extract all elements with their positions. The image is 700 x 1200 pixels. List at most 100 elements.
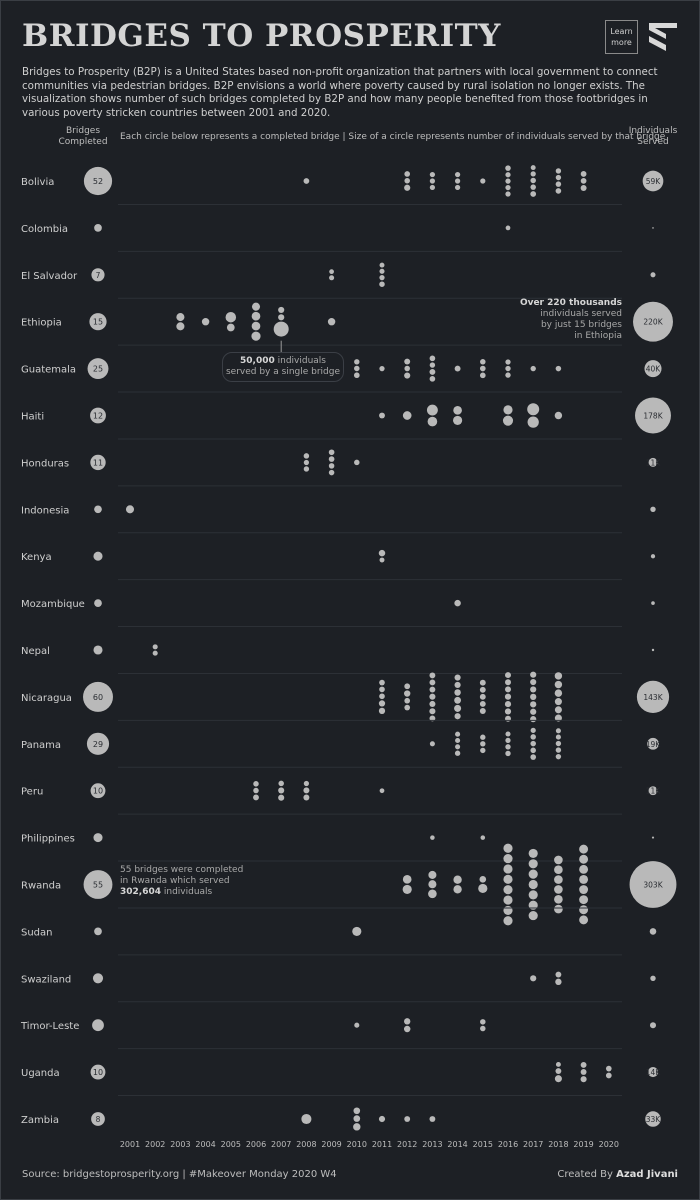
bridge-circle-rwanda-2013-2	[428, 889, 437, 899]
bridge-circle-guatemala-2012-1	[404, 365, 410, 372]
served-total-circle-panama	[647, 737, 659, 750]
bridge-circle-rwanda-2016-7	[503, 916, 513, 926]
bridge-circle-nicaragua-2011-4	[378, 707, 386, 715]
bridge-circle-honduras-2010-0	[354, 459, 360, 466]
bridge-circle-panama-2016-1	[505, 737, 511, 743]
individuals-served-header: Individuals Served	[628, 126, 678, 147]
bridge-circle-guatemala-2012-0	[404, 358, 411, 365]
bridge-circle-haiti-2016-0	[503, 405, 513, 415]
served-total-circle-kenya	[650, 554, 656, 559]
bridge-circle-panama-2018-4	[555, 753, 562, 760]
country-label-indonesia: Indonesia	[21, 505, 69, 516]
bridge-circle-el-salvador-2011-3	[379, 281, 385, 287]
bridge-circle-honduras-2009-3	[328, 469, 335, 476]
bridge-circle-guatemala-2015-0	[480, 359, 486, 365]
bridge-circle-haiti-2013-0	[426, 404, 438, 416]
bridge-circle-peru-2007-2	[278, 794, 285, 801]
bridge-circle-peru-2008-1	[303, 787, 310, 794]
bridge-circle-nicaragua-2012-0	[404, 683, 411, 690]
bridge-circle-zambia-2010-1	[353, 1115, 361, 1122]
bridge-circle-panama-2017-4	[530, 754, 537, 760]
bridge-circle-rwanda-2013-0	[428, 870, 437, 879]
bridge-circle-panama-2016-3	[505, 750, 511, 757]
bridge-circle-nicaragua-2011-3	[378, 700, 386, 707]
served-total-label-peru: 11K	[646, 787, 662, 796]
bridge-circle-guatemala-2013-0	[429, 355, 436, 362]
footer-credit-name: Azad Jivani	[616, 1169, 678, 1180]
bridge-circle-nicaragua-2017-6	[530, 716, 537, 723]
country-label-timor-leste: Timor-Leste	[20, 1021, 79, 1032]
bridge-circle-rwanda-2015-0	[479, 876, 487, 883]
served-total-circle-timor-leste	[649, 1022, 657, 1029]
footer-source: Source: bridgestoprosperity.org | #Makeo…	[22, 1169, 337, 1180]
country-label-el-salvador: El Salvador	[21, 271, 78, 282]
year-tick-2007: 2007	[271, 1140, 291, 1149]
bridge-circle-nicaragua-2011-1	[379, 686, 385, 693]
served-total-circle-nicaragua	[636, 680, 670, 714]
bridge-circle-bolivia-2012-0	[404, 171, 411, 177]
bridge-circle-nicaragua-2012-2	[404, 697, 411, 704]
bridge-circle-uganda-2019-1	[580, 1069, 587, 1075]
year-tick-2006: 2006	[246, 1140, 266, 1149]
bridge-circle-bolivia-2014-0	[454, 171, 461, 178]
bridge-circle-rwanda-2017-4	[528, 890, 538, 900]
bridge-circle-uganda-2018-2	[554, 1075, 562, 1083]
bridge-circle-bolivia-2018-0	[555, 168, 562, 174]
bridge-circle-uganda-2018-1	[555, 1068, 562, 1074]
bridge-circle-philippines-2015-0	[480, 835, 486, 840]
footer-credit: Created By Azad Jivani	[557, 1169, 678, 1180]
bridge-circle-rwanda-2015-1	[478, 883, 488, 893]
bridge-circle-nicaragua-2018-5	[554, 714, 562, 722]
bridge-circle-bolivia-2017-0	[530, 165, 536, 171]
bridge-circle-bolivia-2018-2	[555, 181, 562, 187]
bridges-total-circle-peru	[90, 783, 106, 799]
bridge-circle-timor-leste-2012-1	[403, 1025, 411, 1033]
bridge-circle-mozambique-2014-0	[454, 599, 461, 607]
rwanda-annotation: 55 bridges were completed in Rwanda whic…	[120, 865, 270, 898]
year-tick-2005: 2005	[221, 1140, 241, 1149]
bridge-circle-honduras-2008-0	[303, 453, 310, 459]
bridge-circle-haiti-2011-0	[379, 412, 385, 419]
bridge-circle-honduras-2008-2	[303, 466, 310, 472]
bridge-circle-rwanda-2017-1	[528, 859, 538, 869]
bridge-circle-nicaragua-2013-0	[429, 672, 436, 679]
bridge-circle-bolivia-2016-4	[505, 191, 511, 197]
bridge-circle-bolivia-2018-1	[555, 174, 562, 181]
bridge-circle-ethiopia-2006-3	[251, 331, 261, 341]
served-total-label-ethiopia: 220K	[643, 318, 663, 327]
bridge-circle-panama-2015-2	[480, 747, 486, 754]
bridge-circle-guatemala-2017-0	[530, 365, 536, 372]
bridge-circle-rwanda-2018-4	[554, 894, 563, 904]
bridge-circle-panama-2016-0	[505, 731, 511, 737]
served-total-circle-peru	[648, 786, 658, 796]
bridge-circle-nicaragua-2018-2	[554, 689, 563, 697]
bridge-circle-nicaragua-2013-4	[429, 700, 436, 708]
served-total-circle-haiti	[635, 397, 671, 434]
bridge-circle-sudan-2010-0	[352, 926, 362, 936]
bridge-circle-bolivia-2016-1	[505, 172, 511, 178]
bridge-circle-panama-2014-0	[455, 731, 461, 737]
learn-more-button[interactable]: Learn more	[605, 20, 638, 54]
bridges-total-circle-sudan	[94, 927, 102, 936]
bridge-circle-zambia-2010-0	[353, 1107, 361, 1115]
bridge-circle-nicaragua-2017-0	[530, 671, 537, 678]
bridges-total-label-panama: 29	[93, 740, 103, 749]
bridge-circle-bolivia-2016-2	[505, 178, 511, 184]
bridge-circle-bolivia-2016-3	[505, 184, 511, 191]
bridge-circle-rwanda-2017-3	[528, 879, 538, 890]
bridge-circle-nicaragua-2012-3	[404, 704, 411, 711]
bridge-circle-nicaragua-2011-0	[379, 679, 385, 686]
country-label-bolivia: Bolivia	[21, 177, 54, 188]
bridge-circle-rwanda-2014-0	[453, 875, 462, 884]
bridges-chart: Bolivia 52 59K Colombia El Salvador 7 Ethiopia…	[20, 165, 677, 1149]
bridge-circle-rwanda-2012-1	[402, 884, 412, 894]
year-tick-2008: 2008	[296, 1140, 316, 1149]
chart-description-header: Each circle below represents a completed…	[120, 132, 666, 142]
bridge-circle-nicaragua-2018-0	[554, 672, 563, 680]
bridge-circle-timor-leste-2015-1	[480, 1025, 486, 1032]
bridges-total-circle-guatemala	[87, 358, 109, 380]
bridge-circle-rwanda-2018-2	[554, 875, 563, 884]
bridge-circle-bolivia-2018-3	[555, 188, 562, 194]
country-label-swaziland: Swaziland	[21, 974, 71, 985]
served-total-label-guatemala: 40K	[646, 365, 662, 374]
